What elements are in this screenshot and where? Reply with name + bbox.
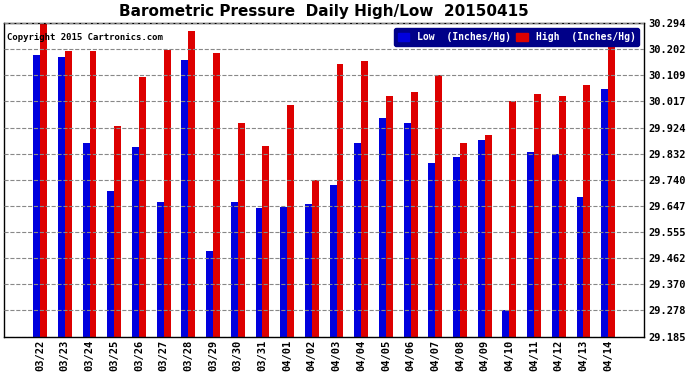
Bar [361, 61, 368, 337]
Bar [65, 51, 72, 337]
Bar [354, 143, 361, 337]
Bar [287, 105, 294, 337]
Bar [33, 56, 40, 337]
Bar [231, 202, 238, 337]
Bar [601, 89, 608, 337]
Bar [404, 123, 411, 337]
Bar [453, 157, 460, 337]
Bar [305, 204, 312, 337]
Bar [115, 126, 121, 337]
Bar [386, 96, 393, 337]
Bar [477, 140, 484, 337]
Bar [608, 47, 615, 337]
Bar [577, 197, 584, 337]
Bar [460, 143, 467, 337]
Bar [330, 186, 337, 337]
Bar [83, 143, 90, 337]
Bar [484, 135, 491, 337]
Bar [435, 75, 442, 337]
Bar [411, 92, 417, 337]
Bar [206, 251, 213, 337]
Bar [280, 207, 287, 337]
Bar [584, 85, 591, 337]
Bar [502, 310, 509, 337]
Bar [58, 57, 65, 337]
Bar [164, 50, 170, 337]
Bar [213, 53, 220, 337]
Legend: Low  (Inches/Hg), High  (Inches/Hg): Low (Inches/Hg), High (Inches/Hg) [394, 28, 640, 46]
Bar [188, 32, 195, 337]
Bar [255, 208, 262, 337]
Bar [139, 76, 146, 337]
Bar [379, 118, 386, 337]
Bar [40, 24, 47, 337]
Bar [90, 51, 97, 337]
Bar [238, 123, 245, 337]
Bar [108, 191, 115, 337]
Bar [312, 180, 319, 337]
Bar [132, 147, 139, 337]
Bar [559, 96, 566, 337]
Bar [157, 202, 164, 337]
Bar [262, 146, 269, 337]
Bar [428, 163, 435, 337]
Bar [534, 93, 541, 337]
Bar [527, 152, 534, 337]
Bar [337, 64, 344, 337]
Bar [552, 154, 559, 337]
Bar [181, 60, 188, 337]
Text: Copyright 2015 Cartronics.com: Copyright 2015 Cartronics.com [8, 33, 164, 42]
Bar [509, 100, 516, 337]
Title: Barometric Pressure  Daily High/Low  20150415: Barometric Pressure Daily High/Low 20150… [119, 4, 529, 19]
